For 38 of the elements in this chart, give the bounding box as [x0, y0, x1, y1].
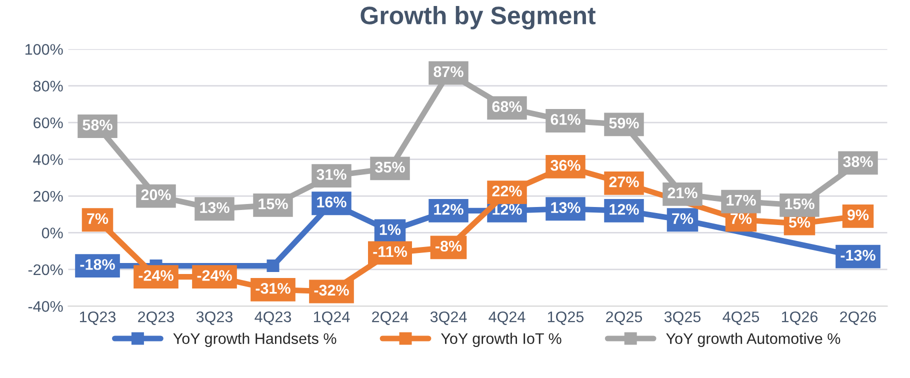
- y-tick-label: 0%: [42, 228, 63, 238]
- x-tick-label: 4Q25: [722, 311, 760, 325]
- y-tick-label: 80%: [33, 80, 63, 92]
- data-label: 9%: [847, 210, 869, 220]
- x-tick-label: 3Q25: [664, 311, 701, 325]
- legend-label: YoY growth Handsets %: [173, 332, 336, 348]
- data-label: 5%: [788, 216, 810, 228]
- legend-label: YoY growth Automotive %: [666, 332, 840, 348]
- data-label: -24%: [138, 270, 174, 281]
- x-tick-label: 2Q25: [606, 311, 642, 325]
- x-tick-label: 2Q24: [372, 311, 408, 325]
- data-label: 7%: [672, 213, 694, 224]
- y-tick-label: 100%: [25, 44, 63, 55]
- x-tick-label: 1Q26: [782, 311, 818, 325]
- data-label: 7%: [87, 213, 108, 224]
- data-label: -32%: [314, 284, 349, 296]
- y-tick-label: -20%: [28, 264, 63, 276]
- y-tick-label: 20%: [34, 190, 63, 202]
- data-label: -18%: [80, 259, 115, 270]
- x-tick-label: 2Q26: [840, 311, 876, 325]
- data-label: -24%: [197, 270, 232, 281]
- data-label: 1%: [380, 224, 401, 235]
- data-label: -13%: [840, 250, 876, 261]
- x-tick-label: 3Q23: [196, 311, 233, 325]
- x-tick-label: 2Q23: [138, 311, 174, 325]
- x-tick-label: 1Q25: [548, 311, 584, 325]
- data-label: -31%: [256, 282, 290, 294]
- chart-title: Growth by Segment: [360, 6, 596, 30]
- y-tick-label: 40%: [33, 154, 63, 165]
- data-label: 7%: [730, 213, 752, 224]
- x-tick-label: 4Q24: [488, 311, 526, 325]
- x-tick-label: 1Q23: [80, 311, 116, 325]
- legend-label: YoY growth IoT %: [440, 332, 562, 348]
- y-tick-label: 60%: [34, 117, 63, 128]
- x-tick-label: 1Q24: [314, 311, 350, 325]
- x-tick-label: 3Q24: [430, 311, 467, 325]
- x-tick-label: 4Q23: [254, 311, 292, 325]
- y-tick-label: -40%: [28, 301, 63, 312]
